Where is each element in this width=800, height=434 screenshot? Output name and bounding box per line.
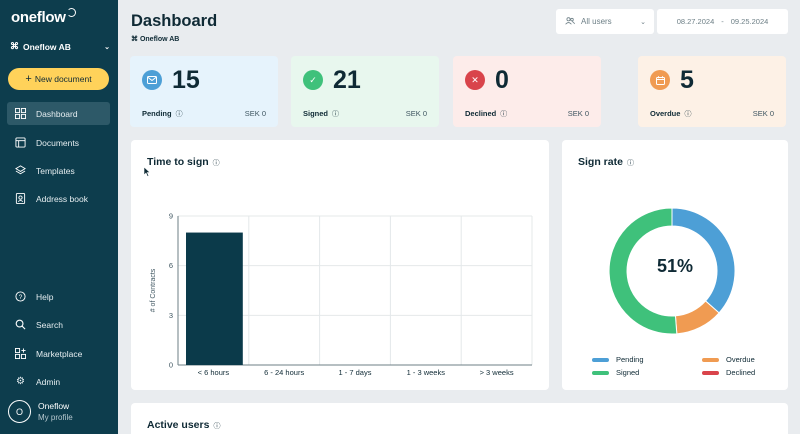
stat-card-declined[interactable]: ✕ 0 Declined ⓘ SEK 0 xyxy=(453,56,601,127)
mouse-cursor-icon xyxy=(144,167,151,177)
stat-amount: SEK 0 xyxy=(244,109,266,118)
documents-icon xyxy=(15,137,26,148)
info-icon: ⓘ xyxy=(175,111,183,118)
info-icon: ⓘ xyxy=(212,160,220,167)
header-org: ⌘ Oneflow AB xyxy=(131,36,180,43)
date-from: 08.27.2024 xyxy=(676,17,715,26)
x-tick-label: 1 - 7 days xyxy=(339,368,372,377)
info-icon: ⓘ xyxy=(332,111,340,118)
stat-amount: SEK 0 xyxy=(405,109,427,118)
x-tick-label: 6 - 24 hours xyxy=(264,368,304,377)
new-document-button[interactable]: + New document xyxy=(8,68,109,90)
layers-icon xyxy=(15,165,26,176)
x-tick-label: < 6 hours xyxy=(198,368,230,377)
oneflow-logo[interactable]: oneflow xyxy=(11,8,76,26)
user-filter-value: All users xyxy=(581,17,612,26)
stat-label: Overdue ⓘ xyxy=(650,109,692,118)
help-icon: ? xyxy=(15,291,26,302)
search-icon xyxy=(15,319,26,330)
sign-rate-percentage: 51% xyxy=(656,256,694,276)
date-separator: - xyxy=(721,17,724,26)
y-tick-label: 6 xyxy=(169,261,173,270)
sign-rate-donut xyxy=(608,207,736,335)
plus-icon: + xyxy=(25,73,32,85)
stat-amount: SEK 0 xyxy=(752,109,774,118)
y-tick-label: 0 xyxy=(169,361,173,370)
users-icon xyxy=(565,16,575,27)
sidebar-item-search[interactable]: Search xyxy=(7,313,110,336)
gear-icon: ⚙ xyxy=(16,376,25,387)
donut-slice-signed xyxy=(608,207,678,335)
svg-text:?: ? xyxy=(19,294,23,301)
sign-rate-panel: Sign rate ⓘ 51% Pending Overdue Signed De… xyxy=(562,140,788,390)
sidebar-item-help[interactable]: ? Help xyxy=(7,285,110,308)
profile-subtitle: My profile xyxy=(38,413,73,422)
envelope-icon xyxy=(142,70,162,90)
stat-amount: SEK 0 xyxy=(567,109,589,118)
profile-name: Oneflow xyxy=(38,401,70,411)
sidebar-item-templates[interactable]: Templates xyxy=(7,159,110,182)
stat-card-signed[interactable]: ✓ 21 Signed ⓘ SEK 0 xyxy=(291,56,439,127)
x-tick-label: 1 - 3 weeks xyxy=(407,368,446,377)
sidebar-item-admin[interactable]: ⚙ Admin xyxy=(16,376,61,387)
stat-count: 5 xyxy=(680,66,694,94)
chevron-down-icon: ⌄ xyxy=(104,43,110,51)
active-users-title: Active users ⓘ xyxy=(147,419,221,431)
sign-rate-title: Sign rate ⓘ xyxy=(578,156,634,168)
x-tick-label: > 3 weeks xyxy=(480,368,514,377)
stat-count: 21 xyxy=(333,66,361,94)
stat-count: 0 xyxy=(495,66,509,94)
date-range-picker[interactable]: 08.27.2024 - 09.25.2024 xyxy=(657,9,788,34)
x-icon: ✕ xyxy=(465,70,485,90)
address-book-icon xyxy=(15,193,26,204)
org-name: Oneflow AB xyxy=(23,41,71,52)
legend-item-pending: Pending xyxy=(592,355,644,364)
info-icon: ⓘ xyxy=(626,160,634,167)
dashboard-icon xyxy=(15,108,26,119)
stat-card-overdue[interactable]: 5 Overdue ⓘ SEK 0 xyxy=(638,56,786,127)
profile-menu[interactable]: O Oneflow My profile xyxy=(8,400,73,423)
active-users-panel: Active users ⓘ xyxy=(131,403,788,434)
stat-label: Signed ⓘ xyxy=(303,109,340,118)
chevron-down-icon: ⌄ xyxy=(640,18,646,26)
legend-item-signed: Signed xyxy=(592,368,639,377)
info-icon: ⓘ xyxy=(500,111,508,118)
calendar-icon xyxy=(650,70,670,90)
avatar: O xyxy=(8,400,31,423)
info-icon: ⓘ xyxy=(684,111,692,118)
stat-label: Pending ⓘ xyxy=(142,109,183,118)
sidebar: oneflow ⌘ Oneflow AB ⌄ + New document Da… xyxy=(0,0,118,434)
info-icon: ⓘ xyxy=(213,423,221,430)
stat-card-pending[interactable]: 15 Pending ⓘ SEK 0 xyxy=(130,56,278,127)
user-filter-select[interactable]: All users ⌄ xyxy=(556,9,654,34)
time-to-sign-panel: Time to sign ⓘ 0 3 6 9 < 6 hours 6 - 24 hours 1… xyxy=(131,140,549,390)
bar xyxy=(186,232,243,365)
time-to-sign-title: Time to sign ⓘ xyxy=(147,156,220,168)
check-icon: ✓ xyxy=(303,70,323,90)
logo-mark-icon xyxy=(66,8,76,17)
workspace-icon: ⌘ xyxy=(10,41,19,51)
workspace-icon: ⌘ xyxy=(131,36,138,43)
legend-item-declined: Declined xyxy=(702,368,755,377)
y-tick-label: 9 xyxy=(169,212,173,221)
sidebar-item-dashboard[interactable]: Dashboard xyxy=(7,102,110,125)
marketplace-icon xyxy=(15,348,26,359)
stat-count: 15 xyxy=(172,66,200,94)
org-switcher[interactable]: ⌘ Oneflow AB ⌄ xyxy=(10,41,110,52)
sidebar-item-documents[interactable]: Documents xyxy=(7,131,110,154)
sidebar-item-marketplace[interactable]: Marketplace xyxy=(7,342,110,365)
y-axis-label: # of Contracts xyxy=(150,268,157,312)
legend-item-overdue: Overdue xyxy=(702,355,755,364)
stat-label: Declined ⓘ xyxy=(465,109,508,118)
y-tick-label: 3 xyxy=(169,311,173,320)
time-to-sign-chart: 0 3 6 9 < 6 hours 6 - 24 hours 1 - 7 days 1 - 3… xyxy=(150,212,533,377)
page-title: Dashboard xyxy=(131,12,218,30)
date-to: 09.25.2024 xyxy=(730,17,769,26)
sidebar-item-address-book[interactable]: Address book xyxy=(7,187,110,210)
